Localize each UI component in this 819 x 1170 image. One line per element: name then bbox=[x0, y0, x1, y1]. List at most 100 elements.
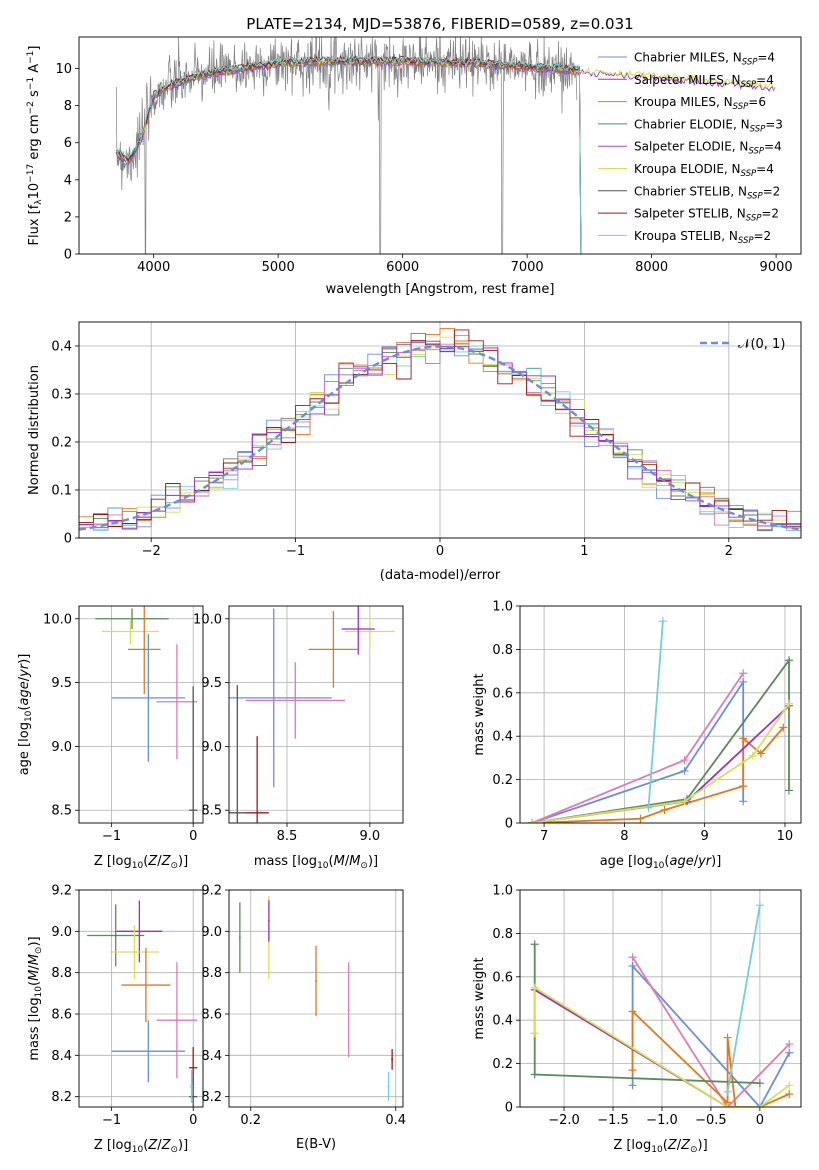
massweight_vs_age-marker-2-3 bbox=[739, 782, 748, 791]
spectrum-legend-entry-8: Kroupa STELIB, NSSP=2 bbox=[634, 229, 771, 246]
mass_vs_Z-point-8 bbox=[190, 1085, 193, 1088]
massweight_vs_Z-marker-1-0 bbox=[628, 953, 637, 962]
mass-vs-z-xlabel: Z [log10(Z/Z⊙)] bbox=[94, 1138, 188, 1155]
mass_vs_ebv-frame bbox=[228, 889, 404, 1108]
massweight-vs-z-xlabel-part: / bbox=[677, 1138, 682, 1153]
spectrum-frame bbox=[78, 36, 802, 255]
spectrum-ylabel-part: −1 bbox=[26, 77, 36, 90]
age_vs_mass-ytick-label-2: 9.5 bbox=[201, 676, 222, 691]
mass_vs_ebv-ytick-label-2: 8.6 bbox=[201, 1008, 222, 1023]
massweight_vs_Z-xtick-label-3: −0.5 bbox=[695, 1113, 727, 1128]
spectrum-xtick-label-1: 5000 bbox=[262, 260, 295, 275]
spectrum-legend-entry-2: Kroupa MILES, NSSP=6 bbox=[634, 95, 766, 112]
massweight_vs_Z-series-5 bbox=[533, 985, 790, 1107]
residual-ylabel: Normed distribution bbox=[27, 365, 42, 495]
massweight_vs_Z-marker-0-1 bbox=[628, 961, 637, 970]
spectrum-legend-entry-6: Chabrier STELIB, NSSP=2 bbox=[634, 184, 780, 201]
massweight_vs_age-marker-6-1 bbox=[658, 617, 667, 626]
spectrum-legend-entry-part: Kroupa ELODIE, N bbox=[634, 162, 741, 176]
spectrum-legend-entry-part: SSP bbox=[738, 236, 754, 246]
mass_vs_Z-point-5 bbox=[175, 1019, 178, 1022]
massweight_vs_Z-xtick-label-0: −2.0 bbox=[548, 1113, 580, 1128]
massweight_vs_age-marker-2-1 bbox=[636, 814, 645, 823]
massweight_vs_age-marker-5-2 bbox=[748, 751, 757, 760]
massweight-vs-age-xlabel-part: yr bbox=[697, 854, 713, 869]
age_vs_mass-point-2 bbox=[332, 648, 335, 651]
mass_vs_ebv-xtick-label-1: 0.4 bbox=[385, 1113, 406, 1128]
mass_vs_Z-point-6 bbox=[192, 1066, 195, 1069]
massweight-vs-z-xlabel-part: 10 bbox=[651, 1145, 663, 1155]
spectrum-ytick-label-3: 6 bbox=[64, 136, 72, 151]
age_vs_mass-ytick-label-1: 9.0 bbox=[201, 740, 222, 755]
mass-vs-z-xlabel-part: Z [log bbox=[94, 1138, 132, 1153]
massweight-vs-z-xlabel-part: ( bbox=[663, 1138, 668, 1153]
massweight_vs_age-series-3 bbox=[531, 657, 790, 823]
mass_vs_Z-panel: −1 08.28.48.68.89.09.2Z [log10(Z/Z⊙)]mass… bbox=[27, 884, 204, 1155]
age-vs-z-xlabel: Z [log10(Z/Z⊙)] bbox=[94, 854, 188, 871]
age_vs_mass-xtick-label-1: 9.0 bbox=[360, 829, 381, 844]
massweight_vs_Z-xtick-label-4: 0 bbox=[756, 1113, 764, 1128]
massweight_vs_age-ytick-label-0: 0 bbox=[505, 817, 513, 832]
massweight_vs_Z-marker-6-1 bbox=[755, 901, 764, 910]
spectrum-ylabel-part: −1 bbox=[26, 51, 36, 64]
age-vs-z-ylabel-part: / bbox=[17, 676, 32, 681]
massweight_vs_age-marker-0-3 bbox=[739, 797, 748, 806]
age-vs-mass-xlabel-part: ( bbox=[329, 854, 334, 869]
mass-vs-z-xlabel-part: ⊙ bbox=[170, 1145, 178, 1155]
spectrum-legend-entry-4: Salpeter ELODIE, NSSP=4 bbox=[634, 140, 782, 157]
massweight_vs_Z-ytick-label-5: 1.0 bbox=[492, 884, 513, 899]
spectrum-ylabel: Flux [fλ10−17 erg cm−2 s−1 A−1] bbox=[26, 46, 44, 246]
spectrum-legend-entry-part: SSP bbox=[741, 169, 757, 179]
residual-hist-0 bbox=[79, 342, 801, 531]
mass_vs_Z-point-0 bbox=[114, 934, 117, 937]
spectrum-ytick-label-4: 8 bbox=[64, 99, 72, 114]
mass-vs-z-ylabel-part: ⊙ bbox=[34, 947, 44, 955]
residual-xlabel: (data-model)/error bbox=[380, 568, 501, 583]
spectrum-xtick-label-5: 9000 bbox=[760, 260, 793, 275]
spectrum-legend-entry-part: =2 bbox=[761, 207, 779, 221]
age_vs_Z-xtick-label-1: 0 bbox=[189, 829, 197, 844]
massweight_vs_Z-ytick-label-2: 0.4 bbox=[492, 1014, 513, 1029]
mass_vs_ebv-point-5 bbox=[391, 1058, 394, 1061]
spectrum-ylabel-part: 10 bbox=[27, 183, 42, 200]
massweight_vs_age-panel: 7 8 9 10 0 0.2 0.4 0.6 0.8 1.0 mass weight age [log… bbox=[472, 600, 802, 871]
mass_vs_Z-ytick-label-5: 9.2 bbox=[51, 884, 72, 899]
spectrum-legend-entry-part: =4 bbox=[764, 140, 782, 154]
spectrum-xtick-label-3: 7000 bbox=[511, 260, 544, 275]
age_vs_mass-ytick-label-3: 10.0 bbox=[193, 612, 222, 627]
massweight_vs_age-marker-0-1 bbox=[680, 766, 689, 775]
age_vs_Z-point-1 bbox=[129, 630, 132, 633]
age_vs_Z-point-3 bbox=[147, 696, 150, 699]
mass-vs-z-ylabel-part: mass [log bbox=[27, 997, 42, 1060]
age_vs_mass-ytick-label-0: 8.5 bbox=[201, 804, 222, 819]
age-vs-z-xlabel-part: 10 bbox=[132, 861, 144, 871]
mass_vs_Z-ytick-label-4: 9.0 bbox=[51, 925, 72, 940]
mass_vs_ebv-ytick-label-3: 8.8 bbox=[201, 966, 222, 981]
residual-hist-7 bbox=[79, 340, 801, 531]
mass-vs-ebv-xlabel: E(B-V) bbox=[296, 1137, 336, 1152]
age-vs-z-xlabel-part: Z bbox=[147, 854, 158, 869]
massweight-vs-z-xlabel: Z [log10(Z/Z⊙)] bbox=[613, 1138, 707, 1155]
massweight_vs_age-ytick-label-1: 0.2 bbox=[492, 773, 513, 788]
massweight_vs_Z-xtick-label-1: −1.5 bbox=[597, 1113, 629, 1128]
spectrum-ylabel-part: A bbox=[27, 64, 42, 77]
age-vs-z-xlabel-part: Z [log bbox=[94, 854, 132, 869]
mass-vs-z-xlabel-part: Z bbox=[161, 1138, 172, 1153]
age_vs_mass-point-6 bbox=[236, 811, 239, 814]
massweight-vs-z-xlabel-part: )] bbox=[698, 1138, 708, 1153]
spectrum-xlabel: wavelength [Angstrom, rest frame] bbox=[326, 282, 555, 297]
massweight_vs_Z-marker-6-0 bbox=[723, 1087, 732, 1096]
age_vs_Z-xtick-label-0: −1 bbox=[102, 829, 121, 844]
spectrum-legend-entry-part: SSP bbox=[747, 191, 763, 201]
massweight_vs_age-xtick-label-3: 10 bbox=[777, 829, 794, 844]
massweight_vs_Z-marker-3-0 bbox=[530, 940, 539, 949]
mass_vs_ebv-point-2 bbox=[267, 920, 270, 922]
age_vs_Z-plot bbox=[95, 606, 198, 823]
massweight_vs_age-ytick-label-5: 1.0 bbox=[492, 600, 513, 615]
massweight_vs_Z-marker-0-0 bbox=[628, 1081, 637, 1090]
massweight_vs_age-marker-2-2 bbox=[660, 805, 669, 814]
spectrum-legend-entry-part: SSP bbox=[748, 147, 764, 157]
massweight_vs_age-xtick-label-1: 8 bbox=[620, 829, 628, 844]
age-vs-z-xlabel-part: / bbox=[157, 854, 162, 869]
spectrum-model-line-5 bbox=[115, 56, 776, 163]
